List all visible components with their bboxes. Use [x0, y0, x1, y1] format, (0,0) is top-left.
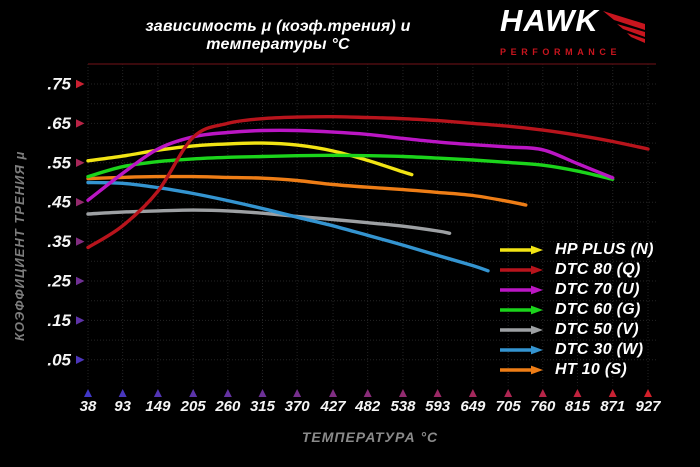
- y-tick-arrow: [76, 79, 85, 89]
- y-tick-label: .05: [47, 350, 71, 369]
- legend-label: DTC 30 (W): [555, 341, 644, 358]
- x-tick-label: 260: [214, 398, 241, 415]
- legend-item: DTC 60 (G): [498, 300, 654, 320]
- x-tick-arrow: [293, 389, 302, 397]
- hawk-logo-brand: HAWK: [500, 3, 599, 38]
- legend-swatch-arrow-icon: [500, 245, 543, 255]
- series-curve-dtc-70-u-: [86, 128, 615, 202]
- y-tick-arrow: [76, 237, 85, 246]
- x-tick-arrow: [84, 389, 92, 397]
- hawk-wing-icon: [602, 11, 645, 43]
- legend-swatch-arrow-icon: [500, 285, 543, 295]
- x-tick-label: 370: [285, 398, 311, 415]
- x-tick-arrow: [223, 389, 232, 397]
- x-axis-title: ТЕМПЕРАТУРА °C: [301, 429, 439, 445]
- y-tick-arrow: [76, 316, 85, 325]
- legend-item: DTC 50 (V): [498, 320, 654, 340]
- x-tick-label: 315: [250, 398, 276, 415]
- y-tick-arrow: [76, 355, 85, 364]
- legend-label: HT 10 (S): [555, 361, 628, 378]
- legend-swatch-arrow-icon: [500, 325, 543, 335]
- legend-item: DTC 80 (Q): [498, 260, 654, 280]
- legend-label: HP PLUS (N): [555, 241, 654, 258]
- legend-item: DTC 30 (W): [498, 340, 654, 360]
- y-tick-label: .65: [47, 114, 71, 133]
- x-tick-arrow: [258, 389, 267, 397]
- y-tick-label: .45: [47, 193, 71, 212]
- y-tick-label: .35: [47, 232, 71, 251]
- legend-item: HP PLUS (N): [498, 240, 654, 260]
- y-tick-arrow: [76, 119, 85, 128]
- x-tick-arrow: [118, 389, 127, 397]
- series-curve-dtc-50-v-: [86, 208, 452, 235]
- x-tick-arrow: [363, 389, 372, 397]
- legend-item: DTC 70 (U): [498, 280, 654, 300]
- x-tick-label: 538: [390, 398, 416, 415]
- series-curve-hp-plus-n-: [86, 141, 414, 177]
- legend: HP PLUS (N) DTC 80 (Q) DTC 70 (U) DTC 60 (G…: [498, 240, 654, 380]
- chart-title: зависимость μ (коэф.трения) и температур…: [145, 18, 411, 53]
- series-curve-dtc-30-w-: [86, 180, 490, 273]
- x-tick-arrow: [398, 389, 407, 397]
- x-tick-label: 205: [180, 398, 207, 415]
- legend-label: DTC 60 (G): [555, 301, 641, 318]
- legend-label: DTC 70 (U): [555, 281, 640, 298]
- x-tick-arrow: [538, 389, 547, 397]
- x-tick-label: 482: [354, 398, 381, 415]
- y-tick-label: .75: [47, 75, 71, 94]
- x-tick-arrow: [153, 389, 162, 397]
- x-tick-arrow: [468, 389, 477, 397]
- x-tick-label: 427: [320, 398, 347, 415]
- x-tick-label: 149: [145, 398, 171, 415]
- legend-swatch-arrow-icon: [500, 345, 543, 355]
- x-tick-arrow: [329, 389, 338, 397]
- hawk-logo-subtitle: PERFORMANCE: [500, 47, 622, 57]
- x-tick-arrow: [504, 389, 513, 397]
- y-tick-label: .55: [47, 153, 71, 172]
- legend-item: HT 10 (S): [498, 360, 654, 380]
- x-tick-arrow: [644, 389, 652, 397]
- x-tick-arrow: [608, 389, 617, 397]
- hawk-logo: HAWK PERFORMANCE: [500, 3, 662, 57]
- legend-swatch-arrow-icon: [500, 265, 543, 275]
- series-curve-dtc-80-q-: [86, 114, 650, 250]
- x-tick-label: 649: [460, 398, 486, 415]
- x-tick-label: 93: [114, 398, 131, 415]
- legend-swatch-arrow-icon: [500, 305, 543, 315]
- y-tick-arrow: [76, 276, 85, 286]
- x-tick-label: 593: [425, 398, 451, 415]
- y-tick-arrow: [76, 198, 85, 207]
- legend-label: DTC 80 (Q): [555, 261, 641, 278]
- x-tick-arrow: [573, 389, 582, 397]
- x-tick-arrow: [433, 389, 442, 397]
- x-tick-label: 760: [530, 398, 556, 415]
- x-tick-label: 705: [496, 398, 522, 415]
- x-tick-label: 871: [600, 398, 625, 415]
- legend-swatch-arrow-icon: [500, 365, 543, 375]
- y-tick-label: .25: [47, 272, 71, 291]
- y-tick-label: .15: [47, 311, 71, 330]
- legend-label: DTC 50 (V): [555, 321, 639, 338]
- x-tick-label: 815: [565, 398, 591, 415]
- series-curve-ht-10-s-: [86, 174, 528, 207]
- x-tick-label: 38: [80, 398, 97, 415]
- x-tick-arrow: [189, 389, 198, 397]
- x-tick-label: 927: [635, 398, 661, 415]
- y-tick-arrow: [76, 158, 85, 167]
